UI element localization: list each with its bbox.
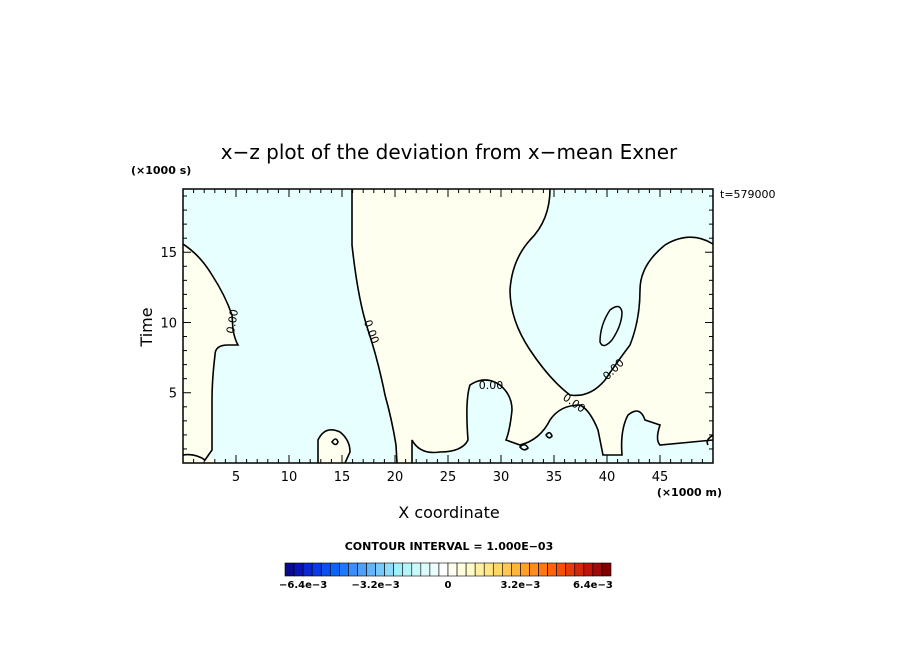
y-tick-label: 10 bbox=[160, 316, 177, 331]
colorbar-cell bbox=[511, 562, 521, 577]
colorbar bbox=[284, 562, 612, 577]
contour-line-bottom-blob bbox=[317, 429, 351, 463]
colorbar-cell bbox=[393, 562, 404, 577]
time-stamp: t=579000 bbox=[720, 188, 776, 201]
colorbar-cell bbox=[375, 562, 385, 577]
y-tick-label: 15 bbox=[160, 246, 177, 261]
contour-lines bbox=[183, 189, 713, 463]
y-unit-label: (×1000 s) bbox=[131, 164, 191, 177]
colorbar-cell bbox=[284, 562, 295, 577]
x-axis-title: X coordinate bbox=[398, 503, 499, 522]
contour-line-mid-bump bbox=[411, 379, 713, 463]
colorbar-tick-label: 0 bbox=[445, 580, 452, 591]
y-tick-labels: 5 10 15 bbox=[160, 246, 177, 402]
colorbar-cell bbox=[402, 562, 413, 577]
colorbar-cell bbox=[556, 562, 567, 577]
x-tick-label: 10 bbox=[281, 470, 298, 485]
contour-line-center-left bbox=[351, 189, 398, 463]
negative-island bbox=[599, 305, 623, 347]
positive-bottom-blob bbox=[318, 429, 350, 463]
colorbar-cell bbox=[302, 562, 313, 577]
colorbar-cell bbox=[329, 562, 340, 577]
plot-area: 0.00 0.00 0.00 0.00 0.00 5 10 15 20 25 30 35 40… bbox=[160, 188, 714, 485]
colorbar-cell bbox=[411, 562, 422, 577]
colorbar-cell bbox=[483, 562, 494, 577]
chart-title: x−z plot of the deviation from x−mean Ex… bbox=[221, 140, 678, 164]
colorbar-tick-label: 6.4e−3 bbox=[573, 580, 613, 591]
colorbar-cell bbox=[420, 562, 431, 577]
colorbar-tick-label: −3.2e−3 bbox=[351, 580, 399, 591]
positive-region-bottom-left bbox=[183, 454, 215, 463]
contour-label-1: 0.00 bbox=[224, 308, 241, 334]
y-tick-label: 5 bbox=[169, 387, 177, 402]
colorbar-tick-label: 3.2e−3 bbox=[501, 580, 541, 591]
colorbar-cell bbox=[348, 562, 358, 577]
x-tick-label: 25 bbox=[440, 470, 457, 485]
colorbar-cell bbox=[565, 562, 576, 577]
positive-region-center bbox=[352, 189, 713, 463]
contour-line-right-loop bbox=[509, 189, 713, 397]
x-tick-label: 35 bbox=[546, 470, 563, 485]
contour-label-3: 0.00 bbox=[479, 379, 504, 392]
colorbar-cell bbox=[447, 562, 458, 577]
colorbar-cell bbox=[583, 562, 594, 577]
x-unit-label: (×1000 m) bbox=[657, 486, 722, 499]
colorbar-tick-label: −6.4e−3 bbox=[279, 580, 327, 591]
y-axis-title: Time bbox=[137, 307, 156, 347]
colorbar-cell bbox=[538, 562, 548, 577]
contour-line-small-ring-3 bbox=[518, 443, 529, 451]
contour-line-right-edge bbox=[706, 434, 713, 446]
colorbar-cell bbox=[574, 562, 585, 577]
colorbar-cell bbox=[502, 562, 512, 577]
x-tick-label: 20 bbox=[387, 470, 404, 485]
colorbar-cell bbox=[357, 562, 367, 577]
colorbar-cell bbox=[520, 562, 530, 577]
colorbar-cell bbox=[465, 562, 476, 577]
tick-marks bbox=[183, 189, 713, 463]
colorbar-cell bbox=[601, 562, 612, 577]
contour-line-small-ring bbox=[331, 438, 339, 446]
colorbar-cell bbox=[456, 562, 467, 577]
colorbar-cell bbox=[339, 562, 349, 577]
colorbar-cell bbox=[438, 562, 449, 577]
colorbar-cell bbox=[311, 562, 322, 577]
x-tick-label: 5 bbox=[232, 470, 240, 485]
colorbar-cell bbox=[492, 562, 503, 577]
colorbar-cell bbox=[366, 562, 376, 577]
colorbar-cell bbox=[547, 562, 557, 577]
colorbar-cell bbox=[529, 562, 539, 577]
colorbar-cell bbox=[320, 562, 331, 577]
x-tick-labels: 5 10 15 20 25 30 35 40 45 bbox=[232, 470, 668, 485]
colorbar-cell bbox=[384, 562, 394, 577]
colorbar-cell bbox=[592, 562, 603, 577]
x-tick-label: 40 bbox=[599, 470, 616, 485]
x-tick-label: 15 bbox=[334, 470, 351, 485]
colorbar-cell bbox=[293, 562, 304, 577]
contour-line-left-corner bbox=[183, 243, 240, 462]
contour-line-small-ring-2 bbox=[545, 431, 553, 439]
colorbar-labels: −6.4e−3 −3.2e−3 0 3.2e−3 6.4e−3 bbox=[279, 580, 613, 591]
x-tick-label: 45 bbox=[652, 470, 669, 485]
colorbar-cell bbox=[474, 562, 485, 577]
contour-interval-label: CONTOUR INTERVAL = 1.000E−03 bbox=[345, 540, 554, 553]
colorbar-cell bbox=[429, 562, 440, 577]
x-tick-label: 30 bbox=[493, 470, 510, 485]
